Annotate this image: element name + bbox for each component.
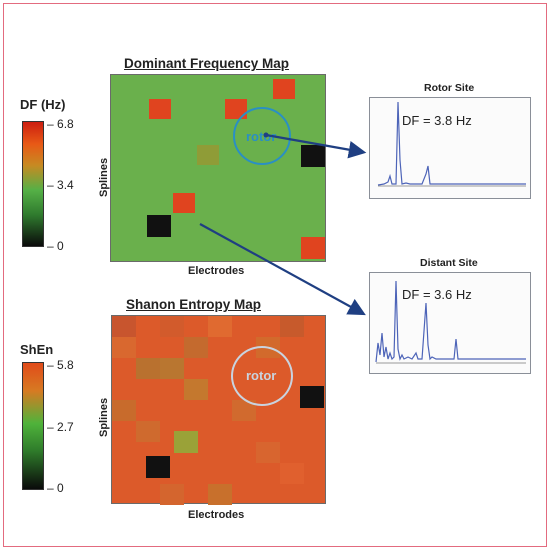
shen-colorbar-title: ShEn — [20, 342, 54, 357]
df-tick-mid: – 3.4 — [47, 178, 74, 192]
distant-arrow — [199, 223, 366, 316]
shen-map: rotor — [111, 315, 327, 505]
df-map-title: Dominant Frequency Map — [124, 56, 290, 71]
shen-cell — [146, 456, 170, 478]
rotor-label: rotor — [246, 368, 277, 383]
rotor-site-title: Rotor Site — [424, 82, 475, 94]
distant-df-label: DF = 3.6 Hz — [402, 287, 472, 302]
distant-spectrum: DF = 3.6 Hz — [369, 272, 531, 374]
rotor-arrow — [265, 133, 367, 159]
rotor-df-label: DF = 3.8 Hz — [402, 113, 472, 128]
rotor-label: rotor — [246, 129, 277, 144]
shen-cell — [174, 431, 198, 453]
distant-site-title: Distant Site — [420, 257, 478, 269]
df-tick-min: – 0 — [47, 239, 64, 253]
rotor-circle — [233, 107, 291, 165]
df-cell — [197, 145, 219, 165]
df-cell — [173, 193, 195, 213]
figure-frame — [3, 3, 547, 547]
rotor-arrow-origin — [263, 132, 269, 138]
df-map: rotor — [110, 74, 326, 262]
df-tick-max: – 6.8 — [47, 117, 74, 131]
shen-map-title: Shanon Entropy Map — [126, 297, 261, 312]
df-cell — [273, 79, 295, 99]
shen-tick-max: – 5.8 — [47, 358, 74, 372]
shen-cell — [300, 386, 324, 408]
distant-spectrum-plot — [375, 280, 526, 364]
shen-tick-mid: – 2.7 — [47, 420, 74, 434]
df-map-xlabel: Electrodes — [188, 265, 245, 277]
df-cell — [301, 237, 325, 259]
df-cell — [147, 215, 171, 237]
df-cell — [149, 99, 171, 119]
rotor-spectrum: DF = 3.8 Hz — [369, 97, 531, 199]
rotor-spectrum-plot — [377, 101, 526, 187]
shen-tick-min: – 0 — [47, 481, 64, 495]
shen-colorbar — [22, 362, 44, 490]
rotor-circle — [231, 346, 293, 406]
shen-map-xlabel: Electrodes — [188, 509, 245, 521]
df-cell — [301, 145, 325, 167]
df-colorbar-title: DF (Hz) — [20, 97, 66, 112]
df-colorbar — [22, 121, 44, 247]
